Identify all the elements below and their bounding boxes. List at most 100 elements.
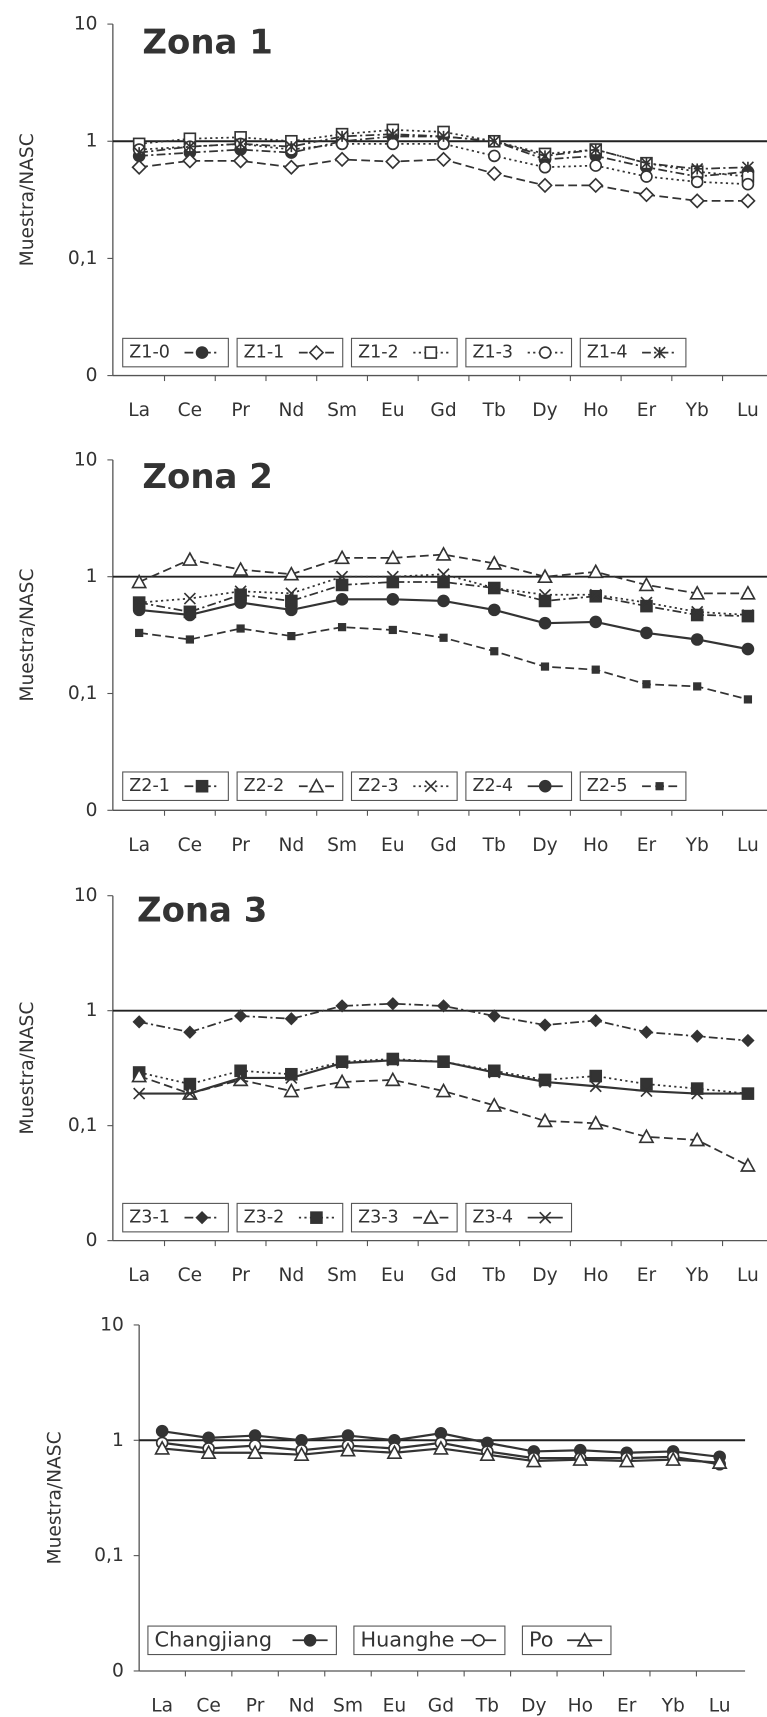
- marker: [538, 1073, 552, 1087]
- marker: [589, 1080, 602, 1093]
- x-tick-label: Dy: [532, 1265, 557, 1286]
- x-tick-label: Dy: [521, 1696, 546, 1717]
- x-tick-label: Er: [637, 835, 657, 856]
- marker: [340, 1441, 356, 1457]
- y-axis-label: Muestra/NASC: [44, 1431, 65, 1564]
- legend-box: [236, 1202, 344, 1233]
- marker: [538, 588, 552, 601]
- x-tick-label: Yb: [685, 400, 709, 421]
- marker: [640, 157, 653, 170]
- marker: [589, 1069, 603, 1083]
- legend-marker: [422, 1209, 439, 1224]
- x-tick-label: Gd: [430, 400, 456, 421]
- marker: [435, 151, 452, 168]
- x-tick-label: Ce: [178, 835, 202, 856]
- chart-title: Zona 3: [137, 891, 267, 931]
- marker: [386, 997, 400, 1011]
- x-tick-label: Ho: [568, 1696, 593, 1717]
- marker: [336, 1057, 349, 1070]
- marker: [479, 1446, 496, 1461]
- legend-marker: [310, 1211, 323, 1224]
- legend-box: [236, 337, 344, 368]
- marker: [538, 594, 552, 608]
- legend-label: Po: [529, 1627, 554, 1651]
- legend-box: [236, 771, 344, 801]
- legend-label: Z1-2: [358, 343, 399, 363]
- x-tick-label: Pr: [231, 835, 250, 856]
- marker: [437, 575, 450, 589]
- y-tick-label: 1: [86, 566, 98, 587]
- marker: [183, 1025, 197, 1039]
- marker: [591, 665, 600, 674]
- marker: [384, 1071, 401, 1087]
- y-tick-label: 0,1: [68, 683, 98, 704]
- marker: [233, 1009, 248, 1023]
- marker: [285, 140, 298, 153]
- x-tick-label: Ce: [196, 1696, 220, 1717]
- x-tick-label: Gd: [430, 1265, 456, 1286]
- legend-label: Huanghe: [360, 1627, 454, 1651]
- x-tick-label: La: [151, 1696, 173, 1717]
- x-tick-label: Nd: [278, 1265, 304, 1286]
- legend-marker: [655, 782, 664, 791]
- legend-marker: [576, 1632, 593, 1647]
- marker: [386, 593, 400, 606]
- marker: [693, 682, 702, 691]
- marker: [439, 633, 448, 642]
- chart-title: Zona 1: [142, 22, 272, 62]
- marker: [283, 159, 300, 175]
- marker: [131, 1067, 148, 1083]
- legend-label: Z3-2: [244, 1208, 285, 1228]
- marker: [741, 177, 755, 191]
- x-tick-label: Yb: [661, 1696, 685, 1717]
- legend-marker: [303, 1634, 317, 1647]
- legend-marker: [195, 346, 209, 359]
- marker: [183, 608, 197, 622]
- x-tick-label: Tb: [482, 400, 506, 421]
- x-tick-label: Ho: [583, 400, 608, 421]
- marker: [691, 605, 704, 618]
- marker: [386, 575, 400, 589]
- marker: [132, 603, 146, 617]
- marker: [640, 1077, 653, 1091]
- legend-box: [350, 771, 458, 801]
- marker: [135, 628, 144, 638]
- marker: [538, 616, 552, 630]
- marker: [386, 570, 399, 583]
- y-tick-label: 0: [112, 1660, 124, 1681]
- x-tick-label: Pr: [231, 400, 250, 421]
- marker: [384, 549, 401, 565]
- legend-label: Z2-4: [472, 776, 513, 796]
- marker: [435, 546, 452, 561]
- legend-label: Z3-3: [358, 1208, 399, 1228]
- marker: [386, 1052, 400, 1066]
- panel: 0 0,1 1 10 La Ce Pr Nd Sm Eu Gd Tb Dy Ho Er Yb Lu Zona 2 M…: [17, 449, 767, 856]
- marker: [386, 128, 399, 141]
- y-tick-label: 10: [74, 14, 98, 35]
- marker: [638, 1128, 655, 1144]
- marker: [437, 130, 450, 143]
- marker: [200, 1444, 217, 1460]
- marker: [741, 161, 754, 174]
- marker: [538, 1018, 552, 1032]
- x-tick-label: Er: [637, 400, 657, 421]
- x-tick-label: Er: [617, 1696, 637, 1717]
- x-tick-label: Eu: [383, 1696, 407, 1717]
- marker: [436, 999, 451, 1013]
- x-tick-label: Sm: [327, 835, 357, 856]
- marker: [589, 615, 603, 629]
- marker: [589, 159, 603, 172]
- marker: [487, 149, 501, 163]
- marker: [432, 1440, 449, 1455]
- legend-marker: [308, 344, 325, 361]
- x-tick-label: Sm: [333, 1696, 363, 1717]
- y-tick-label: 0: [86, 1230, 98, 1251]
- panel: 0 0,1 1 10 La Ce Pr Nd Sm Eu Gd Tb Dy Ho Er Yb Lu Muestra…: [44, 1314, 746, 1717]
- x-tick-label: Dy: [532, 400, 557, 421]
- legend-label: Changjiang: [154, 1627, 272, 1651]
- marker: [640, 626, 653, 640]
- x-tick-label: La: [128, 400, 150, 421]
- marker: [234, 137, 247, 150]
- y-tick-label: 10: [74, 449, 98, 470]
- marker: [334, 151, 350, 168]
